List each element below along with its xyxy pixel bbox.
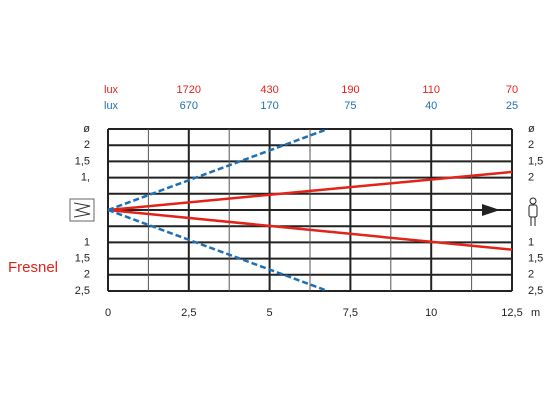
y2-tick-label: 1,5 bbox=[528, 253, 543, 265]
y-tick-label: 1,5 bbox=[75, 155, 90, 167]
y2-tick-label: 2 bbox=[528, 172, 534, 184]
y-tick-label: 1 bbox=[84, 236, 90, 248]
y2-tick-label: 2 bbox=[528, 139, 534, 151]
lux-value: 670 bbox=[180, 100, 198, 112]
y-tick-label: ø bbox=[83, 123, 90, 135]
x-axis-label: m bbox=[531, 307, 540, 319]
y-tick-label: 2 bbox=[84, 269, 90, 281]
lux-value: 25 bbox=[506, 100, 518, 112]
lux-value: 40 bbox=[425, 100, 437, 112]
y-tick-label: 1,5 bbox=[75, 253, 90, 265]
y-tick-label: 2,5 bbox=[75, 285, 90, 297]
lux-label: lux bbox=[104, 84, 119, 96]
y-tick-label: 2 bbox=[84, 139, 90, 151]
x-tick-label: 2,5 bbox=[181, 307, 196, 319]
y2-tick-label: 1,5 bbox=[528, 155, 543, 167]
lux-value: 110 bbox=[422, 84, 440, 96]
lux-value: 75 bbox=[344, 100, 356, 112]
person-icon bbox=[528, 197, 538, 226]
x-tick-label: 7,5 bbox=[343, 307, 358, 319]
lux-value: 70 bbox=[506, 84, 518, 96]
y-tick-label: 1, bbox=[81, 172, 90, 184]
y2-tick-label: 2,5 bbox=[528, 285, 543, 297]
beam-line bbox=[107, 127, 329, 212]
y2-tick-label: 2 bbox=[528, 269, 534, 281]
y2-tick-label: 1 bbox=[528, 236, 534, 248]
lux-value: 1720 bbox=[177, 84, 201, 96]
lux-label: lux bbox=[104, 100, 119, 112]
x-tick-label: 10 bbox=[425, 307, 437, 319]
x-tick-label: 5 bbox=[267, 307, 273, 319]
lux-value: 170 bbox=[260, 100, 278, 112]
chart-title: Fresnel bbox=[8, 259, 58, 276]
beam-line bbox=[107, 208, 513, 251]
x-tick-label: 0 bbox=[105, 307, 111, 319]
lux-value: 190 bbox=[341, 84, 359, 96]
y2-tick-label: ø bbox=[528, 123, 535, 135]
beam-line bbox=[107, 170, 513, 212]
x-tick-label: 12,5 bbox=[501, 307, 522, 319]
lamp-icon bbox=[69, 198, 95, 222]
arrow-head bbox=[482, 204, 500, 216]
beam-line bbox=[107, 208, 329, 293]
lux-value: 430 bbox=[260, 84, 278, 96]
